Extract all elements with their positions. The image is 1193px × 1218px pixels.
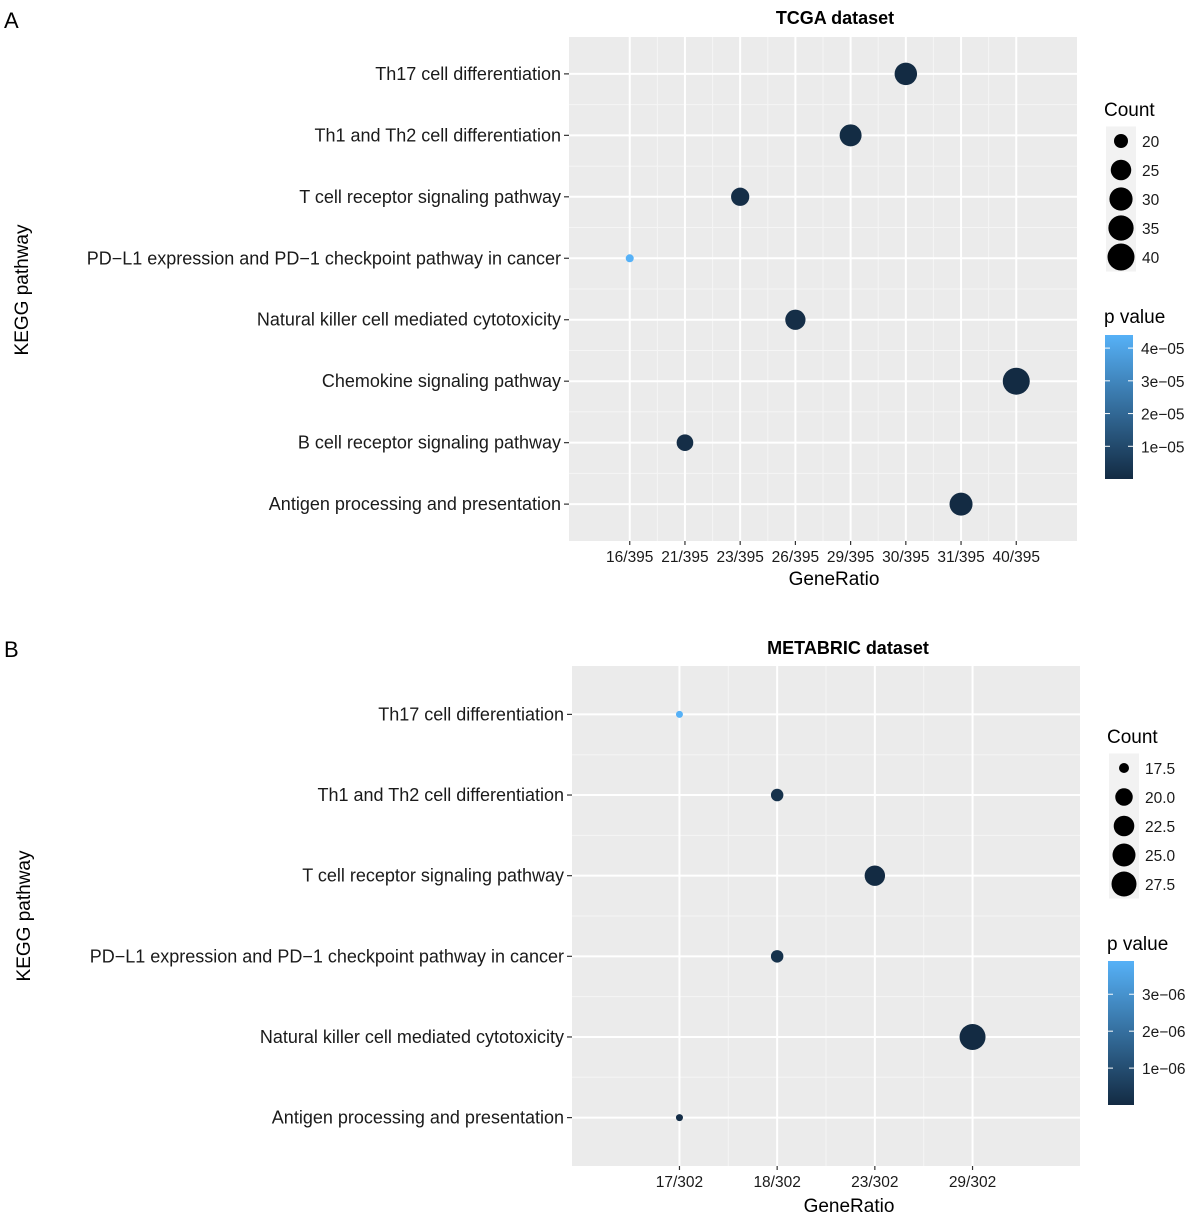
size-legend-label: 20: [1142, 134, 1160, 151]
color-legend-title: p value: [1104, 307, 1165, 328]
size-legend-dot: [1111, 871, 1137, 897]
color-legend-label: 2e−06: [1142, 1024, 1186, 1041]
size-legend-dot: [1113, 815, 1135, 837]
size-legend-label: 35: [1142, 221, 1159, 238]
size-legend-label: 22.5: [1145, 819, 1175, 836]
color-legend-label: 4e−05: [1141, 341, 1185, 358]
x-tick-label: 26/395: [772, 549, 819, 566]
size-legend: Count 20 25 30 35 40: [1104, 100, 1160, 272]
size-legend: Count 17.5 20.0 22.5 25.0 27.5: [1107, 727, 1176, 899]
panel-b: B METABRIC dataset 17/302 18/302 23/302 29/30…: [4, 637, 1186, 1217]
data-point: [675, 1114, 683, 1122]
x-tick-label: 21/395: [661, 549, 708, 566]
data-point: [676, 434, 694, 451]
y-tick-label: Antigen processing and presentation: [269, 494, 561, 514]
panel-letter: B: [4, 637, 19, 662]
size-legend-label: 17.5: [1145, 761, 1175, 778]
size-legend-title: Count: [1107, 727, 1158, 748]
y-tick-label: Antigen processing and presentation: [272, 1108, 564, 1128]
x-tick-label: 16/395: [606, 549, 653, 566]
color-legend-label: 3e−06: [1142, 987, 1186, 1004]
data-point: [839, 124, 862, 147]
chart-title: TCGA dataset: [776, 8, 894, 28]
panel-letter: A: [4, 8, 19, 33]
x-tick-label: 29/395: [827, 549, 874, 566]
y-tick-label: Th1 and Th2 cell differentiation: [318, 785, 565, 805]
size-legend-label: 40: [1142, 250, 1160, 267]
data-point: [675, 710, 683, 718]
y-tick-label: Th17 cell differentiation: [378, 704, 564, 724]
x-tick-label: 23/302: [851, 1174, 898, 1191]
y-tick-label: Chemokine signaling pathway: [322, 371, 561, 391]
size-legend-label: 25.0: [1145, 848, 1176, 865]
y-tick-label: T cell receptor signaling pathway: [299, 187, 561, 207]
color-legend-bar: [1108, 961, 1134, 1105]
x-tick-label: 30/395: [882, 549, 929, 566]
size-legend-dot: [1109, 187, 1133, 211]
data-point: [731, 187, 750, 206]
x-tick-label: 29/302: [949, 1174, 996, 1191]
size-legend-dot: [1107, 243, 1135, 271]
color-legend-label: 1e−05: [1141, 439, 1185, 456]
data-point: [770, 788, 784, 802]
x-tick-label: 18/302: [753, 1174, 800, 1191]
color-legend-label: 2e−05: [1141, 407, 1185, 424]
color-legend-title: p value: [1107, 934, 1168, 955]
x-axis-title: GeneRatio: [804, 1196, 895, 1213]
y-tick-label: T cell receptor signaling pathway: [302, 866, 564, 886]
data-point: [959, 1023, 986, 1050]
data-point: [785, 309, 806, 330]
x-axis-title: GeneRatio: [789, 569, 880, 590]
x-tick-label: 31/395: [937, 549, 984, 566]
size-legend-dot: [1108, 215, 1134, 241]
y-axis-title: KEGG pathway: [12, 224, 33, 355]
color-legend-bar: [1105, 335, 1133, 479]
y-tick-label: PD−L1 expression and PD−1 checkpoint pat…: [87, 248, 561, 268]
size-legend-title: Count: [1104, 100, 1155, 121]
size-legend-label: 20.0: [1145, 790, 1176, 807]
data-point: [894, 62, 918, 86]
size-legend-label: 30: [1142, 192, 1160, 209]
panel-a: A TCGA dataset 16/395 21/395 23/395 26/395 29/…: [4, 8, 1185, 590]
x-tick-label: 17/302: [656, 1174, 703, 1191]
data-point: [949, 492, 973, 516]
y-tick-label: B cell receptor signaling pathway: [298, 433, 561, 453]
chart-title: METABRIC dataset: [767, 638, 929, 658]
y-axis-title: KEGG pathway: [14, 850, 35, 981]
size-legend-label: 27.5: [1145, 877, 1175, 894]
data-point: [625, 254, 634, 263]
size-legend-dot: [1110, 159, 1132, 181]
y-tick-label: Th1 and Th2 cell differentiation: [315, 125, 562, 145]
color-legend-label: 1e−06: [1142, 1061, 1186, 1078]
y-tick-label: Th17 cell differentiation: [375, 64, 561, 84]
y-tick-label: PD−L1 expression and PD−1 checkpoint pat…: [90, 946, 564, 966]
x-tick-label: 23/395: [716, 549, 763, 566]
color-legend: p value 1e−05 2e−05 3e−05 4e−05: [1104, 307, 1185, 479]
size-legend-dot: [1115, 788, 1133, 806]
size-legend-dot: [1119, 763, 1129, 773]
color-legend-label: 3e−05: [1141, 374, 1185, 391]
data-point: [770, 950, 784, 963]
data-point: [864, 865, 886, 886]
size-legend-dot: [1114, 134, 1128, 148]
x-tick-label: 40/395: [993, 549, 1040, 566]
y-tick-label: Natural killer cell mediated cytotoxicit…: [257, 310, 561, 330]
y-tick-label: Natural killer cell mediated cytotoxicit…: [260, 1027, 564, 1047]
size-legend-dot: [1112, 843, 1136, 867]
data-point: [1002, 367, 1030, 395]
size-legend-label: 25: [1142, 163, 1159, 180]
color-legend: p value 1e−06 2e−06 3e−06: [1107, 934, 1186, 1105]
